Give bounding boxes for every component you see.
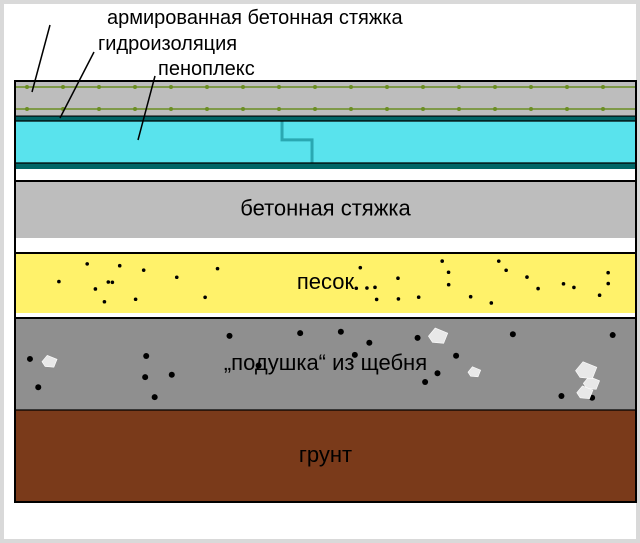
- layer-label-screed_plain: бетонная стяжка: [240, 195, 411, 220]
- layer-gravel: „подушка“ из щебня: [15, 318, 636, 410]
- layer-label-gravel: „подушка“ из щебня: [224, 350, 427, 375]
- layer-diagram: бетонная стяжка песок „подушка“ из щебня гр…: [0, 0, 640, 543]
- layer-sand: песок: [15, 253, 636, 313]
- callout-label-waterproof_top: гидроизоляция: [98, 33, 237, 55]
- callout-label-penoplex: пеноплекс: [158, 58, 255, 80]
- layer-waterproof_bottom: [15, 163, 636, 169]
- callout-label-screed_reinforced: армированная бетонная стяжка: [107, 7, 403, 29]
- layer-screed_plain: бетонная стяжка: [15, 181, 636, 238]
- layer-screed_reinforced: [15, 81, 636, 115]
- layer-label-soil: грунт: [299, 442, 352, 467]
- layer-soil: грунт: [15, 410, 636, 502]
- layer-label-sand: песок: [297, 269, 355, 294]
- layer-penoplex: [15, 121, 636, 163]
- layer-waterproof_top: [15, 116, 636, 121]
